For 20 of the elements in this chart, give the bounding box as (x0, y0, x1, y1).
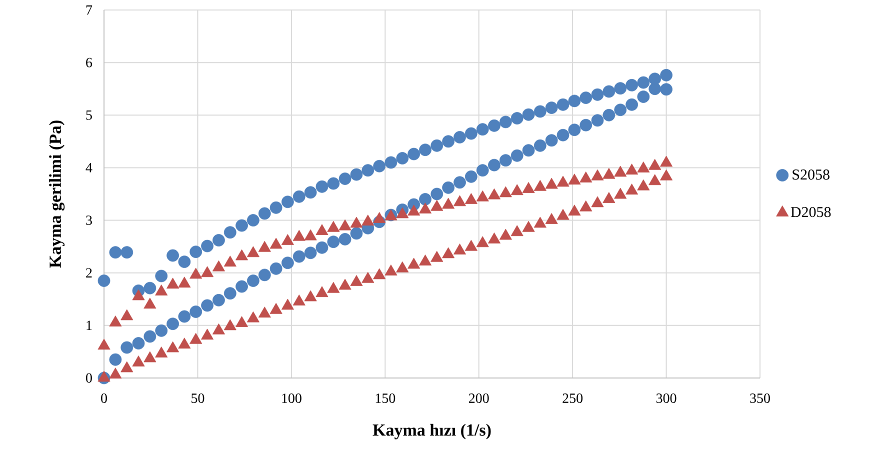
x-tick-label: 350 (750, 394, 770, 403)
y-tick-label: 4 (86, 163, 92, 172)
x-tick-label: 50 (192, 394, 204, 403)
legend-label: D2058 (790, 206, 831, 218)
y-tick-label: 5 (86, 110, 92, 120)
y-tick-label: 0 (86, 373, 92, 383)
x-tick-label: 200 (468, 394, 489, 403)
y-tick-label: 3 (86, 216, 92, 225)
x-tick-label: 300 (656, 394, 676, 403)
x-tick-label: 0 (101, 394, 107, 403)
x-axis-title: Kayma hızı (1/s) (372, 424, 491, 440)
y-tick-label: 7 (86, 5, 92, 15)
x-tick-label: 250 (562, 394, 583, 403)
y-tick-label: 6 (86, 58, 92, 68)
x-tick-label: 100 (282, 394, 302, 403)
y-tick-label: 2 (86, 268, 92, 278)
legend-label: S2058 (792, 170, 830, 180)
x-tick-label: 150 (376, 394, 396, 403)
y-tick-label: 1 (86, 320, 92, 330)
y-axis-title: Kayma gerilimi (Pa) (49, 120, 65, 268)
